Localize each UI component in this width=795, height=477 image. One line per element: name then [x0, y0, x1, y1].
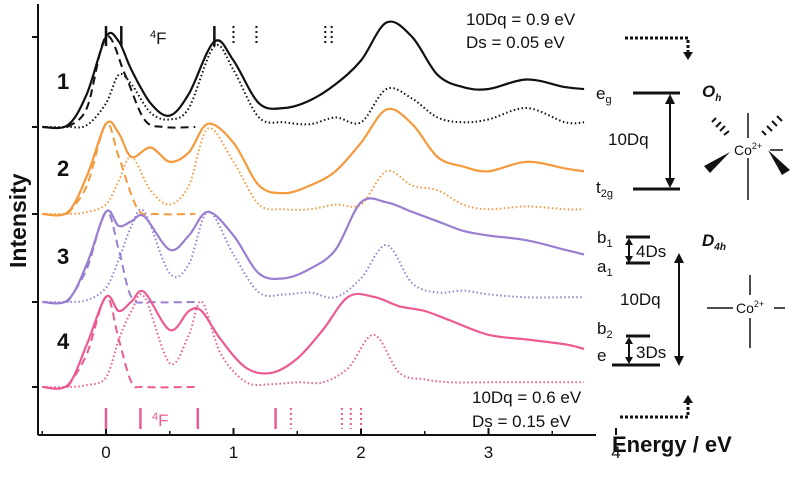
bottom-pointer-head — [683, 395, 693, 403]
bottom-param-ds: Ds = 0.15 eV — [472, 412, 571, 431]
x-tick-label: 4 — [611, 443, 620, 462]
x-tick-label: 2 — [356, 443, 365, 462]
spectrum-4-dashed — [66, 295, 196, 389]
oh-hash-upper-left — [711, 117, 730, 136]
spectrum-2-dashed — [66, 122, 196, 216]
top-term-text: F — [156, 29, 166, 48]
d4h-3ds-label: 3Ds — [636, 343, 666, 362]
oh-arrow-head-up — [665, 94, 675, 104]
spectrum-1-solid — [42, 20, 585, 130]
spectrum-2-dotted — [42, 127, 585, 216]
spectrum-3-label: 3 — [57, 244, 69, 269]
d4h-level-diagram: b1 a1 b2 e 4Ds 10Dq 3Ds D4h Co2+ — [597, 228, 785, 367]
oh-wedge-lower-left — [704, 152, 730, 173]
spectrum-4-label: 4 — [57, 329, 70, 354]
oh-t2g-label: t2g — [596, 178, 613, 200]
d4h-symmetry-label: D4h — [702, 231, 726, 253]
top-param-ds: Ds = 0.05 eV — [466, 33, 565, 52]
d4h-ion-label: Co2+ — [736, 299, 764, 316]
d4h-a1-label: a1 — [597, 257, 613, 279]
bottom-pointer-arrow — [620, 403, 690, 419]
bottom-param-dq: 10Dq = 0.6 eV — [472, 388, 582, 407]
oh-ion-label: Co2+ — [734, 141, 762, 158]
spectrum-1-dotted — [42, 43, 585, 129]
spectrum-2-solid — [42, 107, 585, 217]
d4h-10dq-head-down — [674, 356, 684, 366]
d4h-4ds-label: 4Ds — [636, 242, 666, 261]
top-pointer-arrow — [625, 36, 690, 52]
top-pointer-head — [683, 52, 693, 60]
multiplet-sticks — [104, 26, 362, 429]
spectrum-3-dashed — [66, 210, 196, 304]
spectrum-1-label: 1 — [57, 69, 69, 94]
spectrum-1-dashed — [67, 35, 196, 129]
spectrum-2-label: 2 — [57, 156, 69, 181]
d4h-b2-label: b2 — [597, 319, 613, 341]
top-term-label: 4F — [150, 29, 167, 48]
x-axis-label: Energy / eV — [612, 432, 732, 457]
spectra-group: 1 2 3 4 — [42, 20, 585, 390]
x-tick-label: 0 — [101, 443, 110, 462]
oh-splitting-label: 10Dq — [608, 130, 649, 149]
oh-wedge-lower-right — [768, 150, 790, 175]
d4h-4ds-head-down — [625, 256, 633, 263]
bottom-term-label: 4F — [152, 411, 169, 430]
d4h-b1-label: b1 — [597, 228, 613, 250]
oh-symmetry-label: Oh — [702, 82, 721, 104]
d4h-3ds-head-down — [625, 357, 633, 364]
spectrum-3-solid — [42, 197, 585, 305]
d4h-10dq-label: 10Dq — [620, 290, 661, 309]
top-param-dq: 10Dq = 0.9 eV — [466, 10, 576, 29]
oh-level-diagram: eg t2g 10Dq Oh Co2+ — [596, 82, 790, 200]
x-ticks: 0 1 2 3 4 — [32, 36, 621, 462]
spectrum-4-dotted — [42, 293, 585, 389]
d4h-e-label: e — [597, 346, 606, 365]
y-axis-label: Intensity — [5, 173, 31, 268]
d4h-10dq-head-up — [674, 253, 684, 263]
oh-hash-upper-right — [761, 115, 783, 136]
spectrum-4-solid — [42, 289, 585, 390]
oh-arrow-head-down — [665, 178, 675, 188]
d4h-3ds-head-up — [625, 337, 633, 344]
spectrum-3-dotted — [42, 208, 585, 304]
oh-eg-label: eg — [596, 84, 612, 106]
d4h-4ds-head-up — [625, 238, 633, 245]
x-tick-label: 1 — [229, 443, 238, 462]
x-tick-label: 3 — [484, 443, 493, 462]
